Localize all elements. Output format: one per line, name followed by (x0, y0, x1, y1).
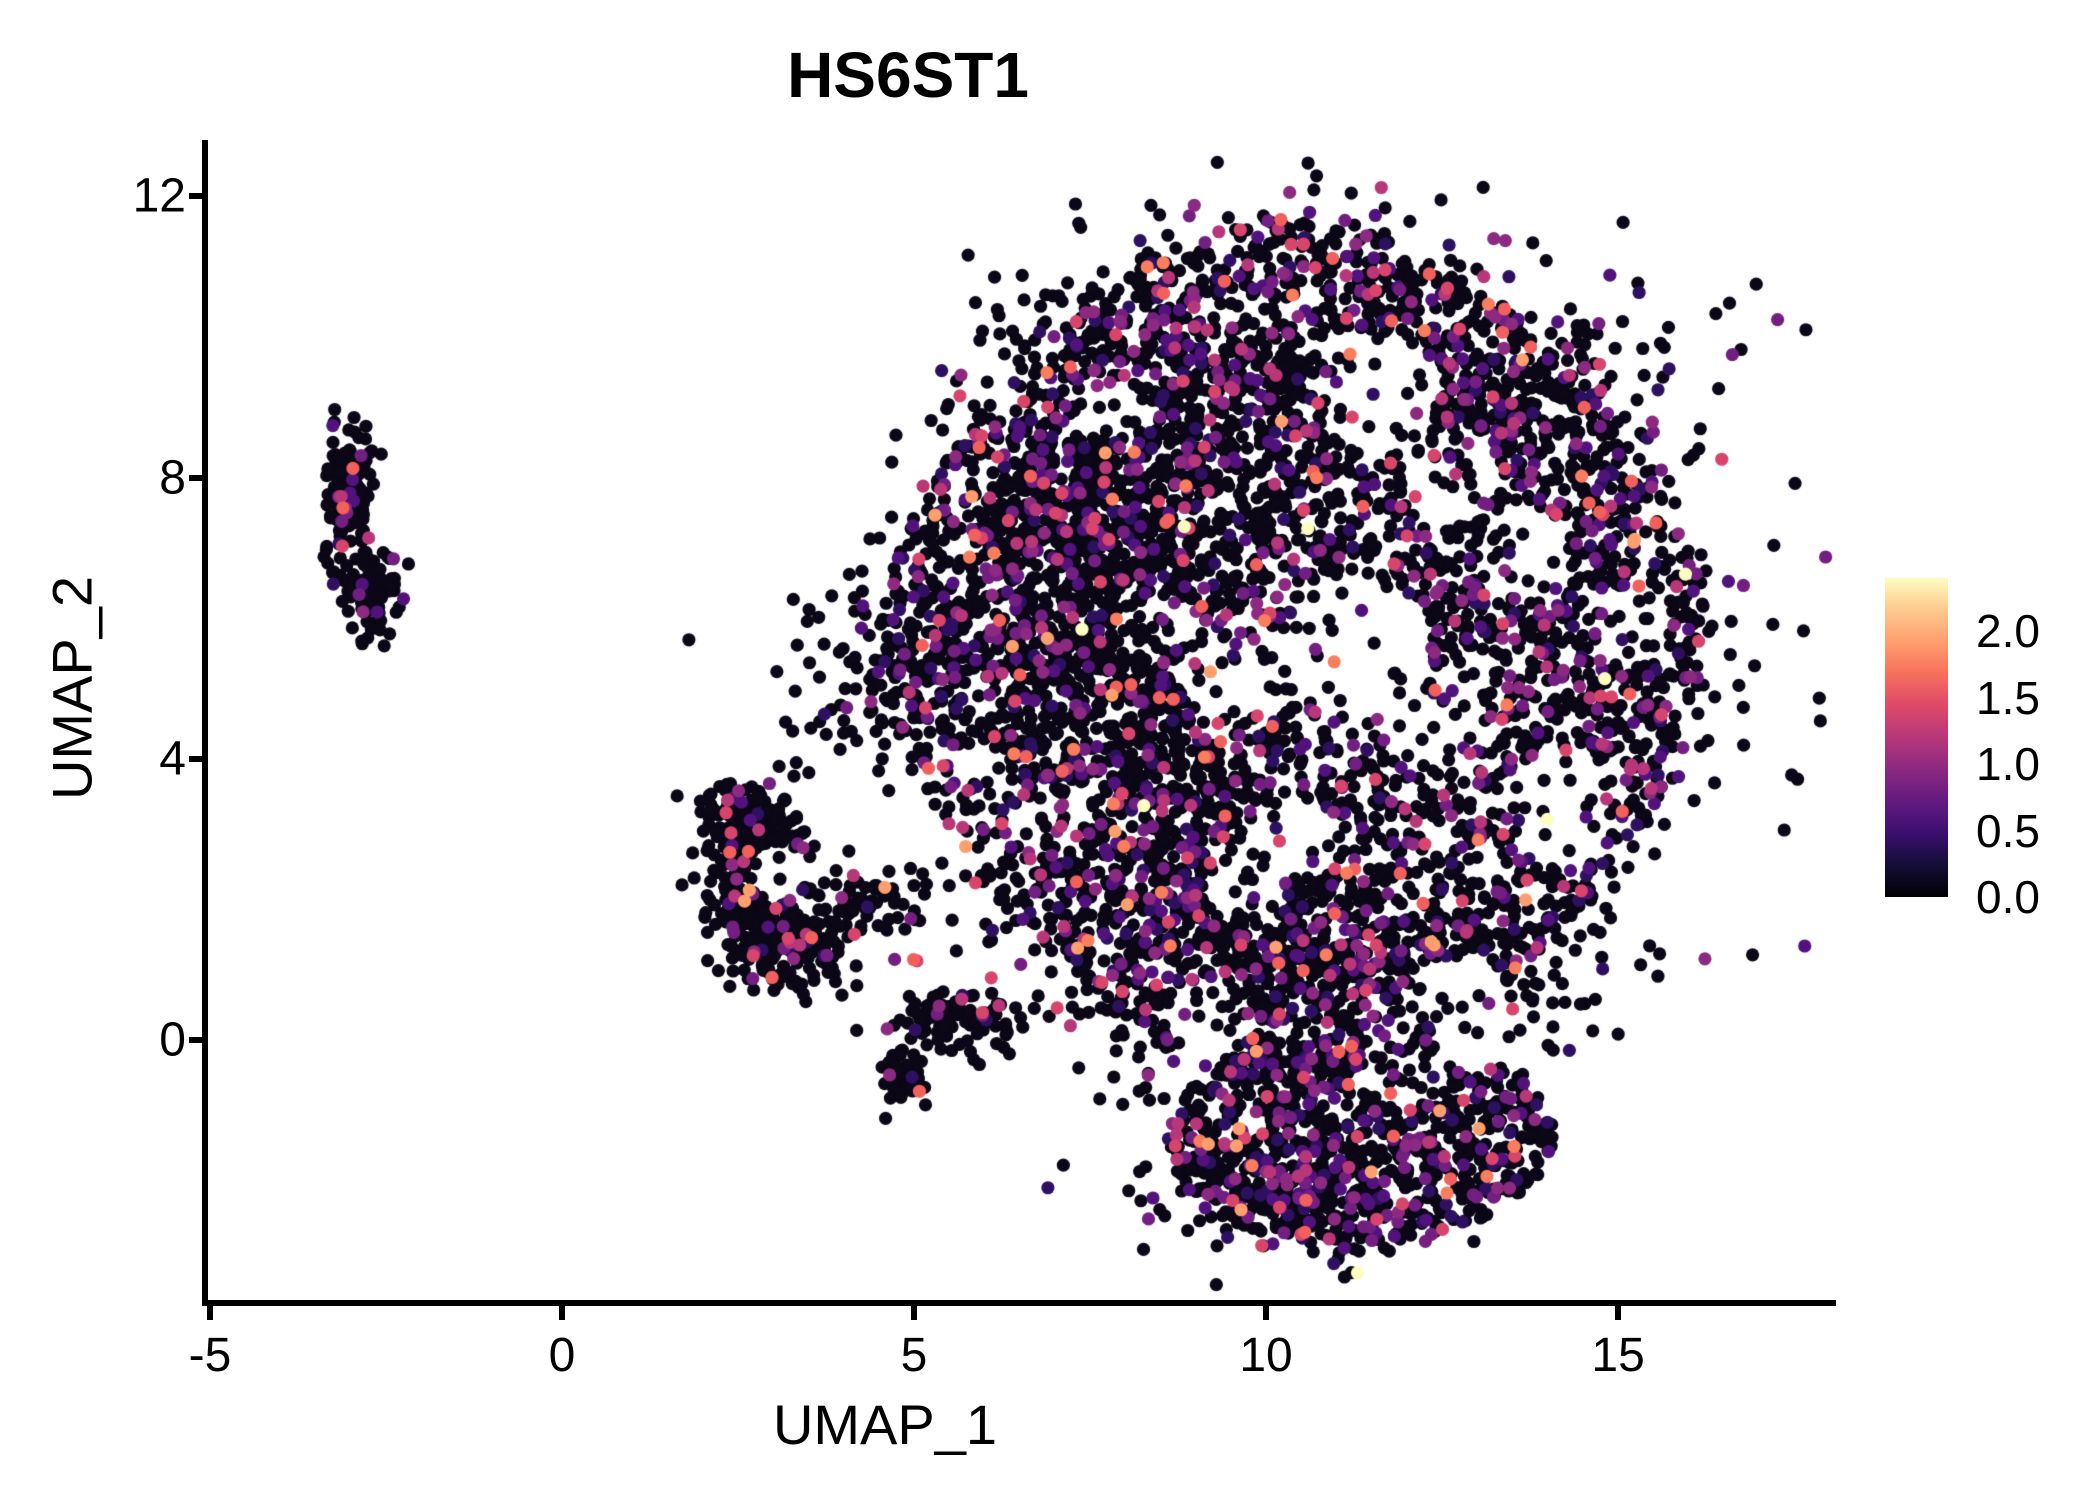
x-tick (558, 1306, 565, 1320)
plot-title: HS6ST1 (787, 39, 1029, 111)
x-tick-label: 15 (1591, 1329, 1645, 1382)
y-tick-label: 0 (159, 1013, 186, 1067)
x-tick-label: 10 (1239, 1329, 1293, 1382)
y-tick (189, 193, 203, 200)
colorbar-gradient (1885, 578, 1948, 897)
y-tick (189, 1037, 203, 1044)
colorbar-tick-label: 0.5 (1976, 804, 2040, 857)
y-tick-label: 12 (132, 169, 186, 223)
colorbar-tick-label: 1.5 (1976, 671, 2040, 724)
y-tick-label: 8 (159, 451, 186, 504)
x-tick (1615, 1306, 1622, 1320)
x-axis-line (202, 1300, 1836, 1306)
y-tick (189, 755, 203, 762)
colorbar-tick-label: 1.0 (1976, 738, 2040, 791)
x-tick (206, 1306, 213, 1320)
colorbar-tick-label: 2.0 (1976, 605, 2040, 658)
x-tick (1263, 1306, 1270, 1320)
y-axis-line (202, 140, 208, 1306)
x-tick-label: 5 (900, 1329, 928, 1382)
x-axis-title: UMAP_1 (772, 1393, 998, 1456)
x-tick-label: -5 (188, 1329, 232, 1382)
x-tick-label: 0 (548, 1329, 576, 1382)
y-axis-title: UMAP_2 (40, 575, 104, 801)
x-tick (911, 1306, 917, 1320)
y-tick-label: 4 (159, 732, 186, 786)
y-tick (189, 474, 203, 481)
colorbar-tick-label: 0.0 (1976, 871, 2040, 923)
